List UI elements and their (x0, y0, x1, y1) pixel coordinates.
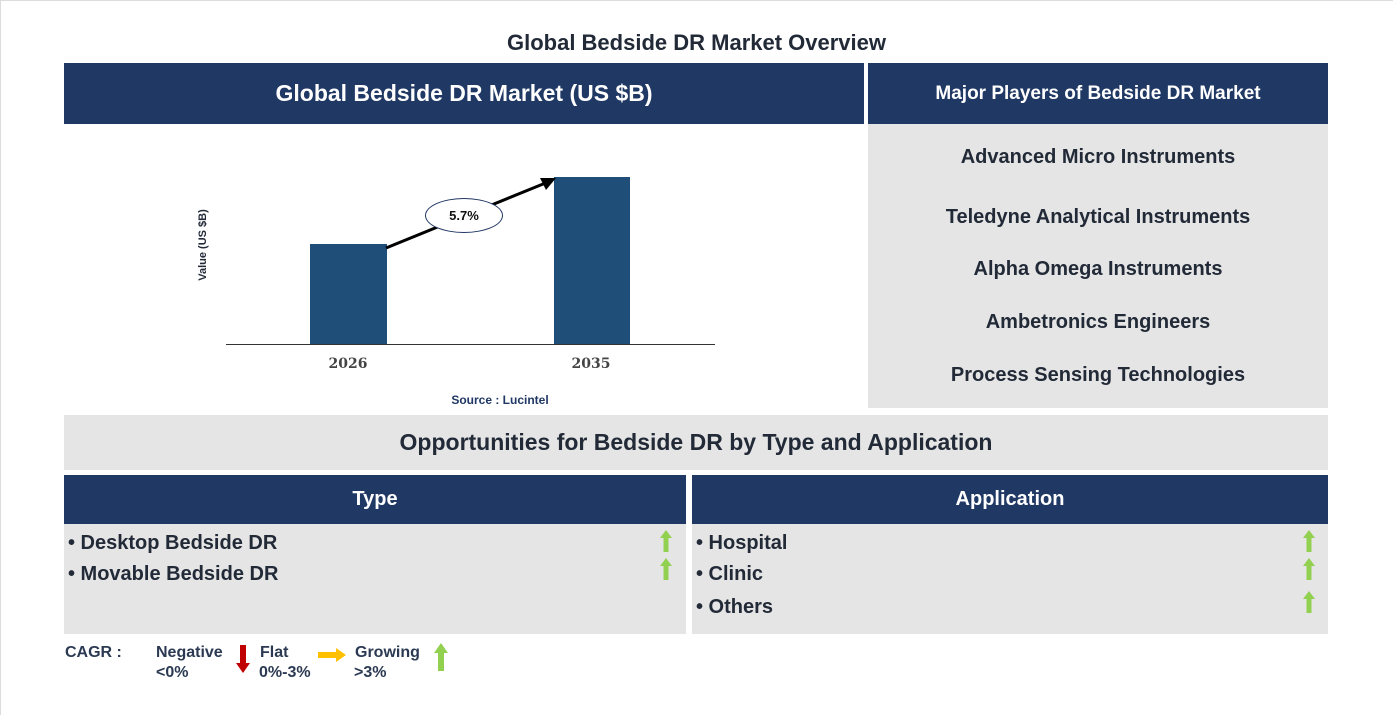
bar-2035 (554, 177, 630, 344)
up-arrow-icon (434, 643, 448, 671)
type-item: • Movable Bedside DR (68, 563, 279, 585)
player-item: Teledyne Analytical Instruments (945, 206, 1251, 228)
application-item: • Clinic (696, 563, 764, 585)
legend-growing-range: >3% (354, 664, 387, 681)
y-axis-label: Value (US $B) (197, 209, 209, 281)
legend-flat-range: 0%-3% (259, 664, 311, 681)
opportunities-title: Opportunities for Bedside DR by Type and… (64, 415, 1328, 470)
page-title: Global Bedside DR Market Overview (506, 30, 887, 55)
application-list: • Hospital • Clinic • Others (692, 524, 1328, 634)
players-list: Advanced Micro Instruments Teledyne Anal… (868, 124, 1328, 408)
x-axis-line (226, 344, 715, 345)
opportunities-title-text: Opportunities for Bedside DR by Type and… (399, 429, 993, 455)
player-item: Ambetronics Engineers (985, 311, 1211, 333)
legend-flat-name: Flat (260, 644, 289, 661)
up-arrow-icon (1303, 558, 1315, 580)
legend-label: CAGR : (65, 644, 122, 661)
up-arrow-icon (1303, 530, 1315, 552)
player-item: Alpha Omega Instruments (973, 258, 1223, 280)
chart-source: Source : Lucintel (451, 393, 549, 407)
cagr-annotation: 5.7% (425, 198, 503, 233)
right-arrow-icon (318, 648, 346, 662)
chart-panel-header: Global Bedside DR Market (US $B) (64, 63, 864, 124)
cagr-value: 5.7% (449, 208, 479, 223)
type-item: • Desktop Bedside DR (68, 532, 278, 554)
legend-growing-name: Growing (355, 644, 420, 661)
down-arrow-icon (236, 645, 250, 673)
application-item: • Others (696, 596, 774, 618)
up-arrow-icon (660, 530, 672, 552)
chart-panel-title: Global Bedside DR Market (US $B) (275, 80, 653, 106)
application-header-label: Application (955, 488, 1065, 510)
type-header: Type (64, 475, 686, 524)
legend-negative-range: <0% (156, 664, 189, 681)
application-header: Application (692, 475, 1328, 524)
up-arrow-icon (1303, 591, 1315, 613)
x-tick-2026: 2026 (328, 356, 368, 372)
type-header-label: Type (352, 488, 398, 510)
players-panel-header: Major Players of Bedside DR Market (868, 63, 1328, 124)
application-item: • Hospital (696, 532, 788, 554)
legend-negative-name: Negative (156, 644, 223, 661)
type-list: • Desktop Bedside DR • Movable Bedside D… (64, 524, 686, 634)
player-item: Advanced Micro Instruments (960, 146, 1236, 168)
x-tick-2035: 2035 (571, 356, 611, 372)
players-panel-title: Major Players of Bedside DR Market (935, 82, 1261, 104)
up-arrow-icon (660, 558, 672, 580)
bar-2026 (310, 244, 387, 344)
player-item: Process Sensing Technologies (950, 364, 1246, 386)
